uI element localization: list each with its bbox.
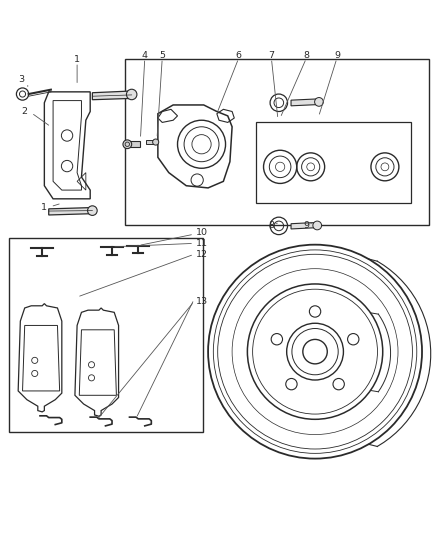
Polygon shape <box>291 99 319 106</box>
Text: 9: 9 <box>334 51 340 60</box>
Polygon shape <box>127 141 141 147</box>
Circle shape <box>314 98 323 106</box>
Text: 13: 13 <box>195 297 208 306</box>
Polygon shape <box>49 207 92 215</box>
Polygon shape <box>291 222 317 229</box>
Circle shape <box>88 206 97 215</box>
Polygon shape <box>146 140 155 144</box>
Text: 2: 2 <box>21 107 27 116</box>
Text: 8: 8 <box>304 51 309 60</box>
Text: 3: 3 <box>18 75 25 84</box>
Circle shape <box>313 221 321 230</box>
Bar <box>9 238 203 432</box>
Text: 1: 1 <box>74 54 80 63</box>
Text: 5: 5 <box>159 51 165 60</box>
Text: 10: 10 <box>195 228 208 237</box>
Text: 9: 9 <box>304 221 309 230</box>
Text: 12: 12 <box>195 250 208 259</box>
Text: 6: 6 <box>236 51 242 60</box>
Text: 4: 4 <box>142 51 148 60</box>
Text: 11: 11 <box>195 239 208 248</box>
Bar <box>256 123 411 203</box>
Text: 7: 7 <box>268 51 274 60</box>
Bar <box>125 59 428 225</box>
Polygon shape <box>92 91 132 100</box>
Text: 8: 8 <box>268 221 274 230</box>
Circle shape <box>127 89 137 100</box>
Circle shape <box>152 139 159 145</box>
Text: 1: 1 <box>41 203 47 212</box>
Circle shape <box>123 140 132 149</box>
